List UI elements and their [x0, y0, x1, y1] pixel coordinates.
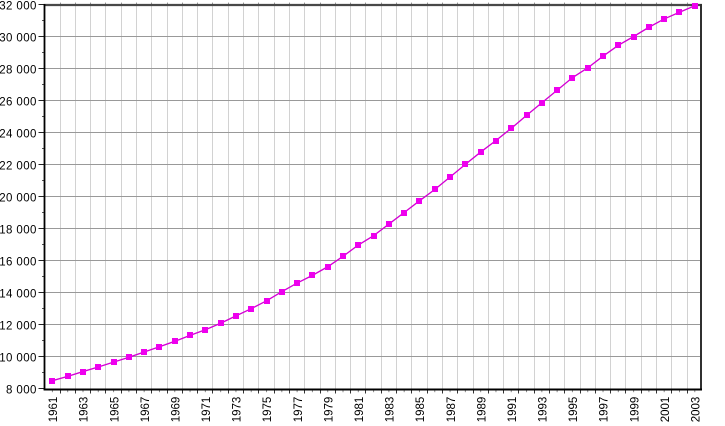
svg-text:1965: 1965 — [109, 397, 121, 423]
svg-text:1977: 1977 — [293, 397, 305, 423]
svg-text:2003: 2003 — [690, 397, 702, 423]
svg-text:22 000: 22 000 — [0, 161, 37, 173]
svg-text:1999: 1999 — [629, 397, 641, 423]
svg-text:16 000: 16 000 — [0, 257, 37, 269]
svg-text:1995: 1995 — [568, 397, 580, 423]
svg-text:1991: 1991 — [507, 397, 519, 423]
svg-text:1973: 1973 — [232, 397, 244, 423]
svg-text:1961: 1961 — [48, 397, 60, 423]
svg-text:20 000: 20 000 — [0, 193, 37, 205]
svg-text:1975: 1975 — [262, 397, 274, 423]
svg-text:1969: 1969 — [170, 397, 182, 423]
svg-text:1983: 1983 — [385, 397, 397, 423]
svg-text:1997: 1997 — [599, 397, 611, 423]
svg-text:1989: 1989 — [476, 397, 488, 423]
svg-text:1981: 1981 — [354, 397, 366, 423]
svg-text:12 000: 12 000 — [0, 321, 37, 333]
svg-text:18 000: 18 000 — [0, 225, 37, 237]
svg-text:24 000: 24 000 — [0, 129, 37, 141]
svg-text:30 000: 30 000 — [0, 33, 37, 45]
svg-text:1993: 1993 — [538, 397, 550, 423]
svg-text:1963: 1963 — [79, 397, 91, 423]
svg-text:1967: 1967 — [140, 397, 152, 423]
svg-text:32 000: 32 000 — [0, 1, 37, 13]
svg-text:8 000: 8 000 — [6, 385, 37, 397]
svg-text:28 000: 28 000 — [0, 65, 37, 77]
svg-text:26 000: 26 000 — [0, 97, 37, 109]
svg-text:1971: 1971 — [201, 397, 213, 423]
svg-text:2001: 2001 — [660, 397, 672, 423]
svg-text:1979: 1979 — [323, 397, 335, 423]
svg-text:10 000: 10 000 — [0, 353, 37, 365]
svg-text:1985: 1985 — [415, 397, 427, 423]
svg-text:1987: 1987 — [446, 397, 458, 423]
svg-text:14 000: 14 000 — [0, 289, 37, 301]
